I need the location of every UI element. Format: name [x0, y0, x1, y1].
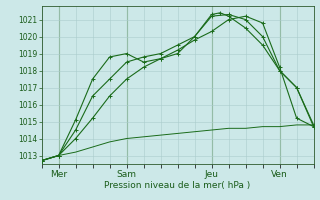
- X-axis label: Pression niveau de la mer( hPa ): Pression niveau de la mer( hPa ): [104, 181, 251, 190]
